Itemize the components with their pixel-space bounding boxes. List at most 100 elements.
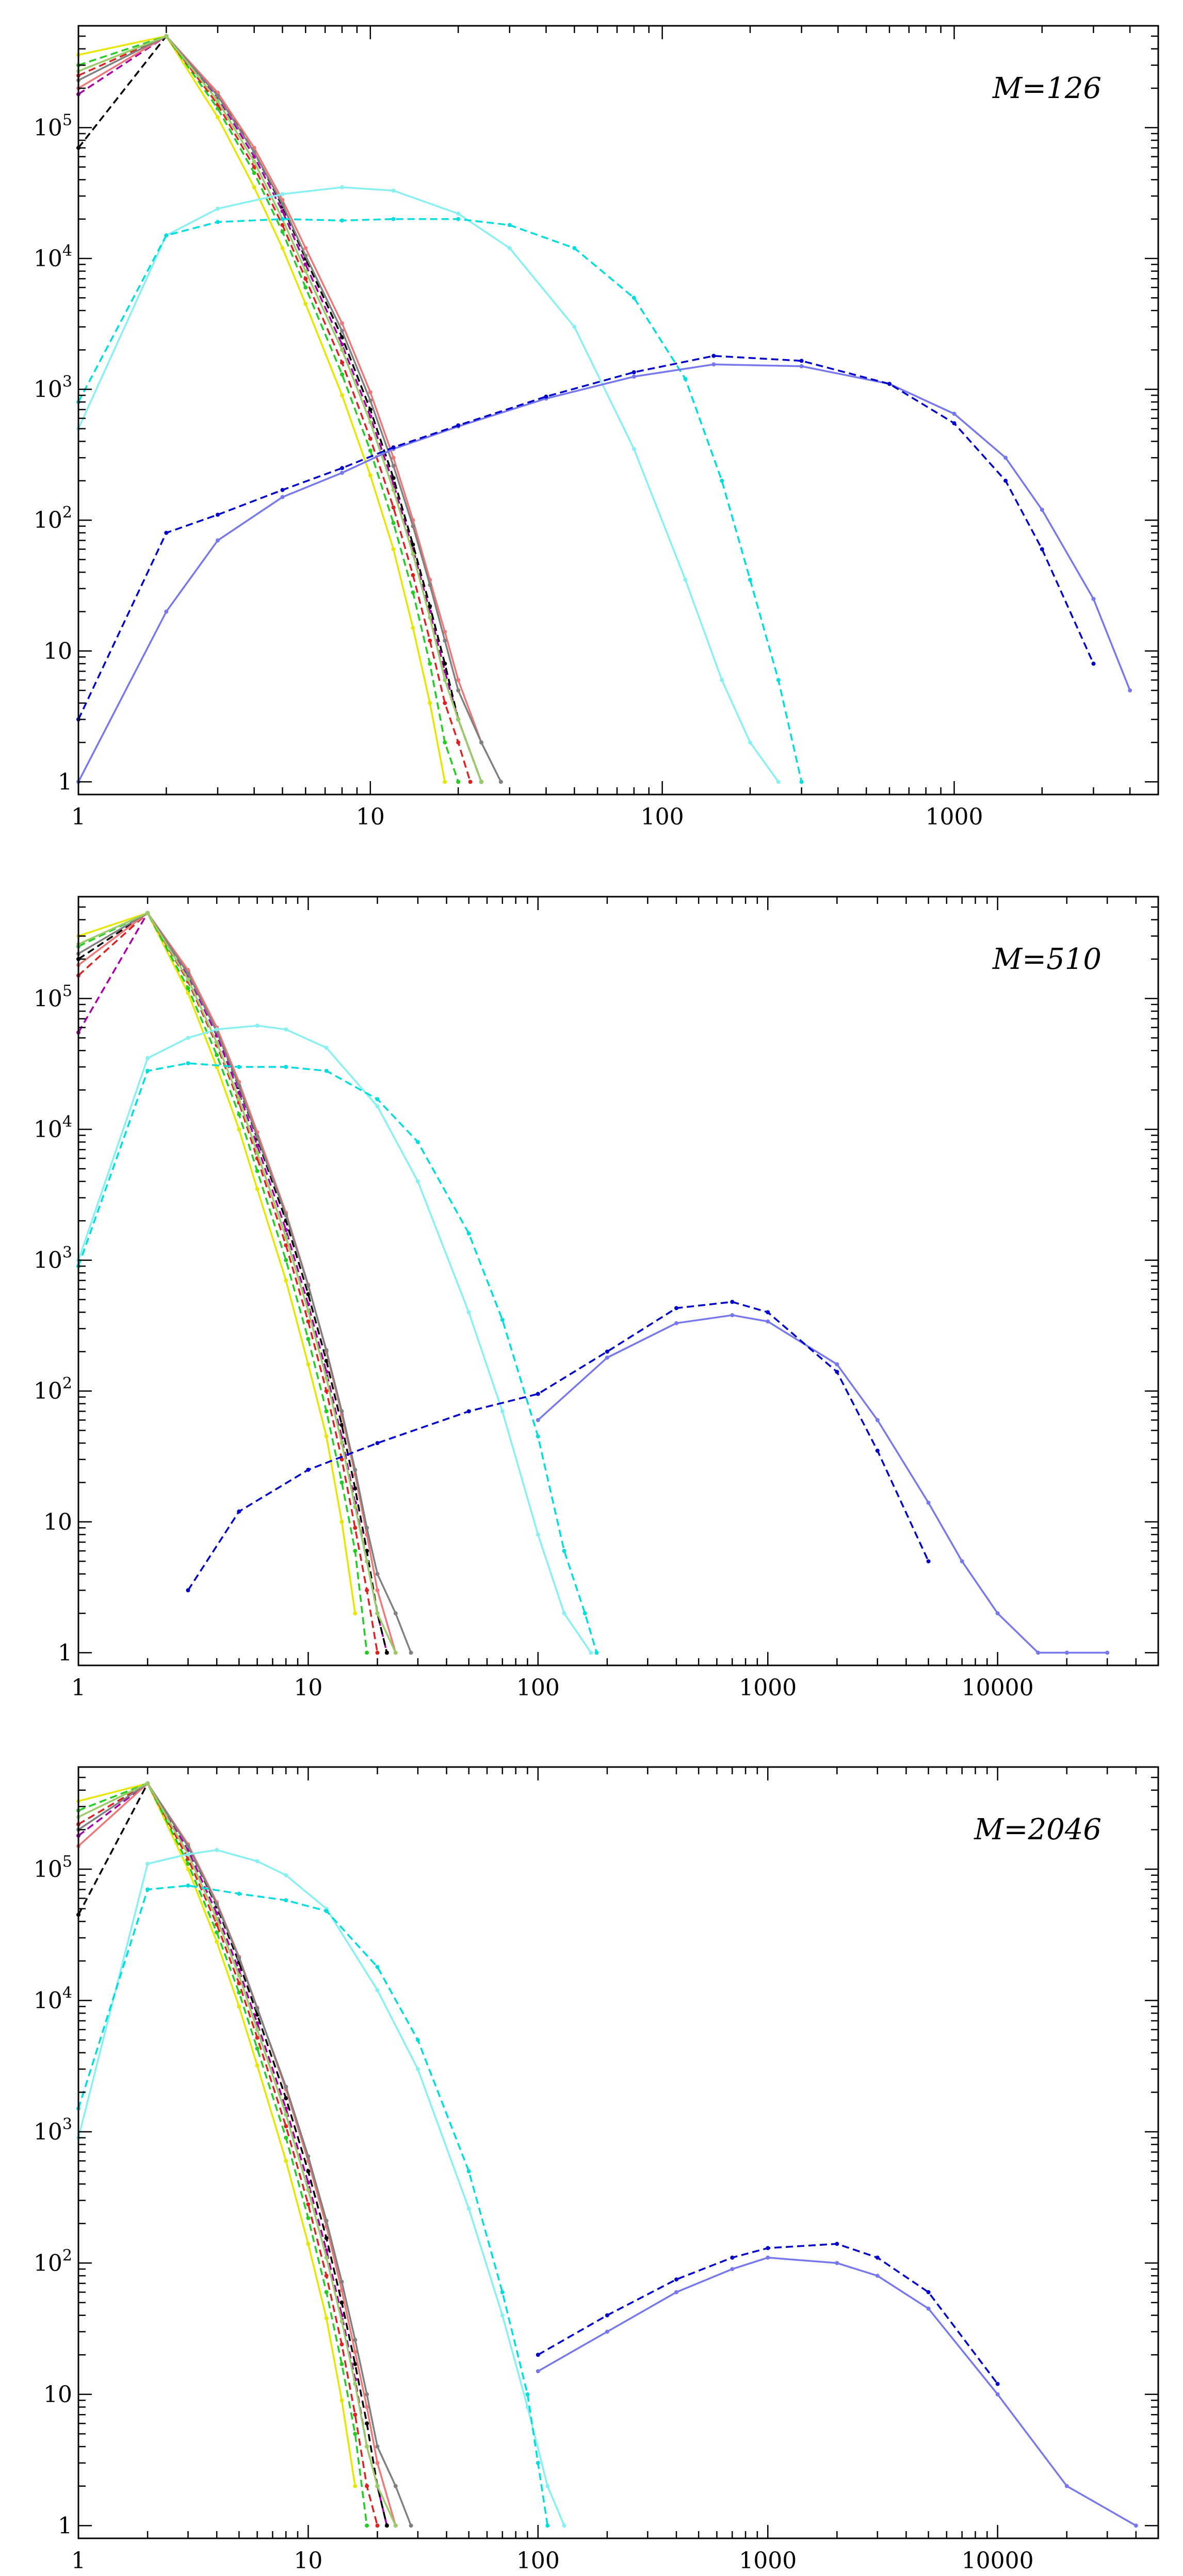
series-line-yellow [78, 35, 446, 782]
data-point-green [237, 1990, 241, 1995]
data-point-cyan [466, 1231, 471, 1236]
data-point-cyan [216, 220, 220, 224]
data-point-blue [306, 1467, 311, 1472]
data-point-red [365, 2484, 369, 2488]
data-point-lightgreen [303, 269, 308, 273]
data-point-yellow [324, 2316, 329, 2321]
data-point-lightblue [631, 375, 636, 379]
data-point-lightcyan [500, 1409, 505, 1414]
series-line-red [78, 1783, 379, 2526]
data-point-gray [280, 202, 285, 206]
series-line-red [78, 35, 472, 782]
series-gray [76, 1781, 413, 2528]
data-point-black [353, 2362, 358, 2367]
data-point-gray [284, 1213, 288, 1218]
data-point-red [456, 740, 461, 745]
data-point-black [384, 1650, 389, 1655]
data-point-blue [887, 382, 892, 386]
data-point-lightblue [766, 2255, 770, 2260]
data-point-gray [409, 2523, 413, 2528]
y-tick-label: 1 [58, 2513, 72, 2539]
data-point-red [375, 1650, 380, 1655]
series-line-lightblue [537, 2257, 1137, 2526]
series-line-cyan [77, 1062, 598, 1653]
data-point-green [306, 1337, 311, 1341]
data-point-blue [1091, 661, 1096, 666]
series-line-blue [77, 355, 1095, 720]
data-point-lightblue [674, 1321, 678, 1325]
data-point-green [186, 986, 190, 991]
y-tick-label: 1 [58, 1640, 72, 1666]
data-point-lightgreen [145, 911, 150, 915]
series-lightgreen [76, 1781, 398, 2528]
data-point-yellow [237, 1127, 241, 1131]
data-point-black [306, 1292, 311, 1297]
data-point-blue [186, 1588, 190, 1593]
data-point-black [339, 2300, 344, 2305]
data-point-blue [544, 394, 548, 399]
series-lightgreen [76, 911, 398, 1655]
data-point-green [255, 1169, 260, 1173]
series-salmon [76, 911, 398, 1655]
data-point-red [339, 1457, 344, 1462]
data-point-blue [674, 1306, 678, 1310]
data-point-lightgreen [215, 1040, 219, 1045]
data-point-lightcyan [776, 780, 781, 784]
data-point-cyan [562, 1549, 566, 1553]
series-line-yellow [78, 1783, 356, 2486]
data-point-salmon [456, 678, 461, 683]
panel-annotation: M=2046 [974, 1813, 1101, 1846]
data-point-lightcyan [545, 2484, 550, 2488]
x-tick-label: 10000 [962, 2548, 1034, 2574]
series-line-yellow [78, 912, 356, 1614]
data-point-red [306, 1319, 311, 1324]
data-point-black [443, 661, 447, 666]
data-point-blue [674, 2277, 678, 2282]
data-point-gray [324, 1348, 329, 1353]
series-line-lightcyan [77, 1849, 565, 2526]
data-point-lightblue [926, 1500, 931, 1505]
data-point-lightgreen [237, 1973, 241, 1978]
y-tick-label: 103 [34, 373, 72, 403]
data-point-yellow [443, 780, 447, 784]
data-point-magenta [255, 1143, 260, 1148]
data-point-cyan [631, 296, 636, 300]
data-point-lightgreen [237, 1097, 241, 1101]
data-point-salmon [340, 321, 344, 326]
data-point-yellow [255, 2063, 260, 2068]
data-point-salmon [353, 2350, 358, 2354]
data-point-black [368, 407, 372, 412]
series-line-black [77, 35, 482, 783]
data-point-gray [393, 2484, 398, 2488]
data-point-lightcyan [391, 188, 396, 193]
y-tick-label: 10 [43, 638, 72, 665]
data-point-cyan [536, 2460, 540, 2465]
data-point-blue [875, 1448, 880, 1453]
data-point-lightcyan [284, 1873, 288, 1877]
data-point-magenta [340, 342, 344, 347]
series-gray [76, 34, 503, 784]
data-point-cyan [582, 1611, 587, 1616]
series-salmon [76, 34, 503, 784]
data-point-green [353, 1549, 358, 1553]
data-point-red [255, 2035, 260, 2040]
series-line-green [78, 1783, 368, 2526]
data-point-blue [730, 1300, 735, 1304]
series-lightcyan [76, 1024, 593, 1655]
data-point-red [252, 165, 256, 169]
data-point-green [215, 1930, 219, 1935]
data-point-yellow [237, 2004, 241, 2009]
data-point-cyan [186, 1061, 190, 1065]
data-point-salmon [365, 2405, 369, 2409]
y-tick-label: 105 [34, 982, 72, 1012]
data-point-red [284, 2124, 288, 2129]
data-point-red [324, 1389, 329, 1394]
data-point-gray [411, 524, 415, 528]
data-point-lightblue [835, 1362, 839, 1367]
data-point-cyan [375, 1965, 380, 1969]
series-line-red [77, 912, 379, 1653]
data-point-yellow [306, 2242, 311, 2246]
data-point-yellow [255, 1187, 260, 1191]
chart-panel-1: 1 10 100 1000 1 10 102 103 104 105 M=126 [34, 25, 1159, 830]
